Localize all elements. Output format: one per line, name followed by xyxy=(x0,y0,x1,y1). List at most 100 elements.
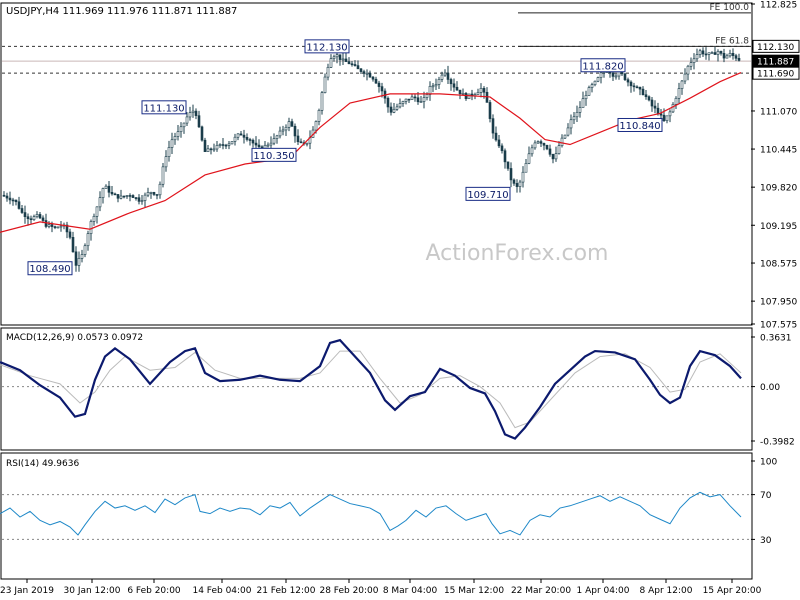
candle-body xyxy=(563,134,567,139)
time-axis-label: 14 Feb 04:00 xyxy=(192,586,251,596)
candle-body xyxy=(710,52,714,54)
candle-body xyxy=(323,76,327,93)
candle-body xyxy=(122,195,126,198)
candle-body xyxy=(344,58,348,62)
candle-body xyxy=(599,72,603,78)
candle-body xyxy=(488,102,492,119)
candle-body xyxy=(341,58,345,61)
candle-body xyxy=(404,98,408,102)
candle-body xyxy=(626,79,630,83)
candle-body xyxy=(581,98,585,108)
candle-body xyxy=(296,135,300,143)
price-annotation-label: 110.840 xyxy=(619,121,660,132)
candle-body xyxy=(542,143,546,146)
candle-body xyxy=(677,88,681,99)
candle-body xyxy=(635,86,639,89)
candle-body xyxy=(212,148,216,151)
rsi-line xyxy=(0,491,742,536)
candle-body xyxy=(413,96,417,99)
candle-body xyxy=(659,113,663,116)
candle-body xyxy=(77,257,81,266)
candle-body xyxy=(518,181,522,187)
candle-body xyxy=(320,92,324,111)
price-annotation-box xyxy=(617,117,663,132)
candle-body xyxy=(374,78,378,84)
rsi-label: RSI(14) 49.9636 xyxy=(6,459,79,469)
candle-body xyxy=(557,145,561,154)
candle-body xyxy=(20,208,24,213)
candle-body xyxy=(50,224,54,227)
fib-level-label: FE 100.0 xyxy=(710,3,750,13)
candle-body xyxy=(14,199,18,203)
candle-body xyxy=(590,84,594,88)
candle-body xyxy=(446,72,450,80)
candle-body xyxy=(197,115,201,128)
candle-body xyxy=(380,86,384,92)
candle-body xyxy=(152,192,156,195)
candle-body xyxy=(200,126,204,141)
moving-average-layer xyxy=(0,72,742,233)
price-axis-badge xyxy=(752,66,800,80)
macd-panel-frame xyxy=(0,327,753,451)
candle-body xyxy=(92,216,96,222)
candle-body xyxy=(185,116,189,124)
candle-body xyxy=(500,145,504,152)
candle-body xyxy=(275,135,279,139)
candle-body xyxy=(290,121,294,127)
price-axis-label: 107.950 xyxy=(760,298,797,308)
candle-body xyxy=(674,97,678,105)
candle-body xyxy=(140,200,144,202)
candle-body xyxy=(248,139,252,141)
candle-body xyxy=(530,147,534,155)
candle-body xyxy=(566,127,570,136)
candle-body xyxy=(656,107,660,114)
candle-body xyxy=(95,206,99,217)
price-annotation-label: 110.350 xyxy=(253,151,294,162)
time-axis-label: 8 Mar 04:00 xyxy=(383,586,438,596)
candle-body xyxy=(443,72,447,76)
candle-body xyxy=(230,141,234,145)
candle-body xyxy=(458,89,462,95)
candle-body xyxy=(461,93,465,95)
candle-body xyxy=(578,107,582,113)
time-axis-label: 6 Feb 20:00 xyxy=(127,586,181,596)
price-axis-label: 109.195 xyxy=(760,222,797,232)
candle-body xyxy=(35,214,39,218)
candle-body xyxy=(314,121,318,131)
price-annotation-label: 111.820 xyxy=(582,61,623,72)
candle-body xyxy=(353,64,357,66)
candle-body xyxy=(734,55,738,59)
candle-body xyxy=(188,112,192,118)
candle-body xyxy=(392,108,396,113)
candle-body xyxy=(587,87,591,96)
candle-body xyxy=(368,72,372,78)
time-axis-label: 22 Mar 20:00 xyxy=(511,586,571,596)
candle-body xyxy=(692,58,696,63)
candle-body xyxy=(68,231,72,238)
candle-body xyxy=(107,185,111,193)
macd-axis-label: 0.3631 xyxy=(760,334,792,344)
candle-body xyxy=(545,144,549,150)
candle-body xyxy=(326,66,330,78)
candle-body xyxy=(407,98,411,101)
candle-body xyxy=(116,194,120,199)
price-annotation-box xyxy=(251,147,297,162)
candle-body xyxy=(317,110,321,122)
candle-body xyxy=(194,110,198,116)
candle-body xyxy=(410,96,414,100)
candle-body xyxy=(533,142,537,149)
candle-body xyxy=(83,245,87,255)
candle-body xyxy=(59,225,63,228)
candle-body xyxy=(365,72,369,75)
candle-body xyxy=(41,217,45,221)
macd-label: MACD(12,26,9) 0.0573 0.0972 xyxy=(6,333,143,343)
candle-body xyxy=(569,119,573,129)
time-axis-label: 23 Jan 2019 xyxy=(0,586,54,596)
candle-body xyxy=(389,106,393,113)
candle-body xyxy=(269,142,273,146)
macd-axis-label: 0.00 xyxy=(760,383,780,393)
candle-body xyxy=(356,65,360,70)
candle-body xyxy=(548,148,552,155)
candle-body xyxy=(728,53,732,57)
